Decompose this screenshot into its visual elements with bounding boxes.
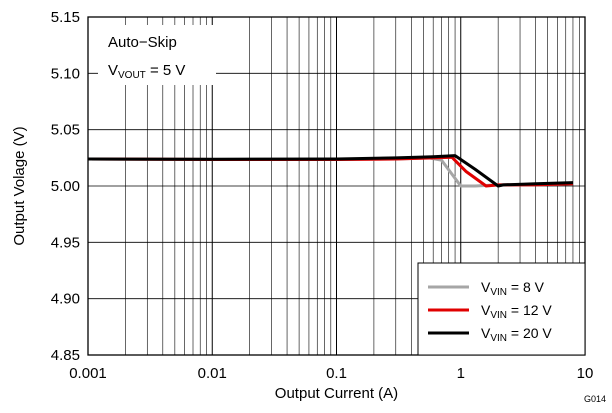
y-tick-label: 5.10 — [51, 65, 80, 82]
y-axis-title: Output Volage (V) — [11, 126, 28, 245]
legend-label: VVIN = 20 V — [481, 325, 552, 344]
annotation-mode: Auto−Skip — [108, 34, 177, 51]
legend-label: VVIN = 8 V — [481, 279, 545, 298]
x-tick-label: 10 — [577, 365, 594, 382]
figure-id: G014 — [584, 394, 606, 404]
y-tick-label: 5.05 — [51, 122, 80, 139]
y-tick-label: 4.90 — [51, 291, 80, 308]
x-tick-label: 0.1 — [326, 365, 347, 382]
y-tick-label: 4.85 — [51, 347, 80, 364]
x-tick-label: 0.01 — [198, 365, 227, 382]
x-tick-label: 1 — [457, 365, 465, 382]
series-line — [87, 154, 574, 188]
y-tick-label: 4.95 — [51, 234, 80, 251]
annotation-vout: VVOUT = 5 V — [108, 62, 185, 81]
y-tick-label: 5.00 — [51, 178, 80, 195]
x-axis-title: Output Current (A) — [275, 385, 398, 402]
series-layer — [87, 154, 574, 188]
tick-labels: 0.001 0.01 0.1 1 10 4.85 4.90 4.95 5.00 5.05 5.10 5… — [51, 9, 594, 382]
y-tick-label: 5.15 — [51, 9, 80, 26]
legend-label: VVIN = 12 V — [481, 302, 552, 321]
legend: VVIN = 8 V VVIN = 12 V VVIN = 20 V — [417, 262, 586, 356]
x-tick-label: 0.001 — [69, 365, 107, 382]
plot-frame — [87, 16, 586, 356]
annotation-box: Auto−Skip VVOUT = 5 V — [98, 25, 216, 85]
